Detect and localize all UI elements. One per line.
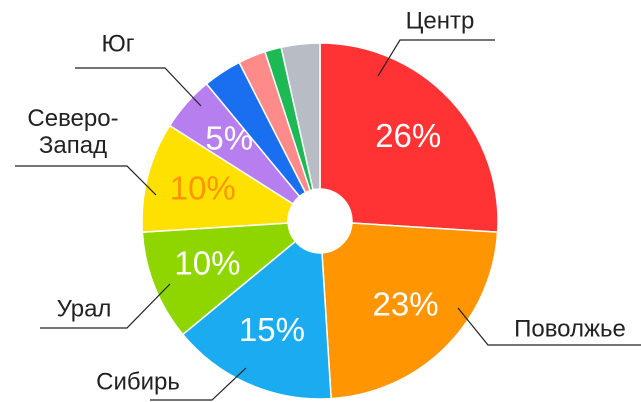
value-label: 26% [375, 117, 441, 154]
pie-slice [141, 222, 297, 336]
category-label: Юг [102, 30, 135, 57]
value-label: 15% [239, 311, 305, 348]
value-label: 10% [174, 244, 240, 281]
category-label: Сибирь [96, 368, 180, 395]
leader-line [15, 165, 157, 196]
value-label: 23% [373, 285, 439, 322]
pie-slice [141, 124, 295, 233]
pie-slice [321, 222, 499, 400]
value-label: 10% [170, 170, 236, 207]
leader-line [150, 367, 247, 401]
leader-line [377, 39, 495, 77]
pie-slice [181, 240, 332, 400]
category-label: Поволжье [514, 315, 626, 342]
category-label: Северо-Запад [27, 105, 118, 159]
category-label: Центр [406, 7, 475, 34]
leader-line [75, 67, 202, 107]
pie-slice [319, 42, 499, 233]
leader-line [457, 307, 641, 346]
pie-slice [280, 42, 321, 191]
leader-line [40, 283, 171, 329]
category-label: Урал [57, 295, 112, 322]
